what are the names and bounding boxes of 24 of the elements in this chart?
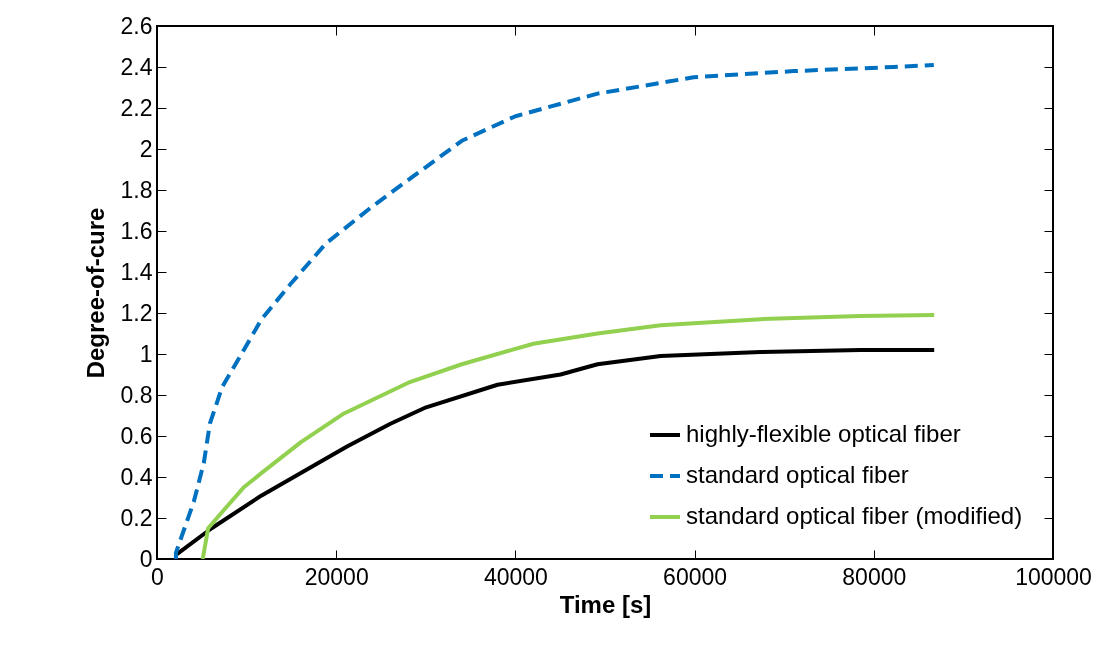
legend-label: standard optical fiber (modified) [686, 502, 1023, 529]
y-tick-label: 2 [139, 135, 153, 162]
x-tick-label: 80000 [842, 563, 907, 590]
legend-label: standard optical fiber [686, 461, 909, 488]
y-tick-label: 2.6 [120, 12, 153, 39]
y-tick-label: 1.8 [120, 176, 153, 203]
y-axis-title: Degree-of-cure [81, 207, 109, 379]
x-tick-label: 60000 [663, 563, 728, 590]
x-axis-title: Time [s] [559, 590, 652, 618]
x-tick-label: 20000 [304, 563, 369, 590]
y-tick-label: 2.2 [120, 94, 153, 121]
y-tick-label: 0.2 [120, 504, 153, 531]
y-tick-label: 0.6 [120, 422, 153, 449]
y-tick-label: 0.4 [120, 463, 153, 490]
y-tick-label: 1.4 [120, 258, 153, 285]
legend-label: highly-flexible optical fiber [686, 420, 961, 447]
y-tick-label: 1.2 [120, 299, 153, 326]
y-tick-label: 0 [139, 545, 153, 572]
y-tick-label: 1.6 [120, 217, 153, 244]
x-tick-label: 100000 [1015, 563, 1092, 590]
x-tick-label: 40000 [483, 563, 548, 590]
y-tick-label: 1 [139, 340, 153, 367]
y-tick-label: 0.8 [120, 381, 153, 408]
y-tick-label: 2.4 [120, 53, 153, 80]
